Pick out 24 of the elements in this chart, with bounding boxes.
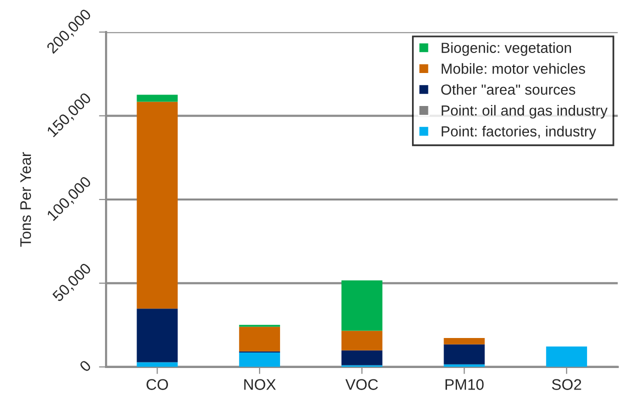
y-axis-title: Tons Per Year <box>20 152 32 247</box>
y-tick-label: 0 <box>78 360 92 372</box>
x-tick-label: PM10 <box>446 379 484 390</box>
legend-label: Other "area" sources <box>441 84 576 95</box>
bar <box>136 362 178 367</box>
bar <box>444 338 485 344</box>
x-tick-label: CO <box>146 379 168 390</box>
bar <box>239 352 280 367</box>
x-tick-label: SO2 <box>552 379 582 390</box>
legend-label: Biogenic: vegetation <box>442 42 571 56</box>
x-tick-label: NOX <box>244 379 276 390</box>
legend-label: Point: oil and gas industry <box>442 104 608 119</box>
bar <box>136 102 178 309</box>
bar <box>136 308 178 362</box>
legend-label: Mobile: motor vehicles <box>442 63 586 74</box>
bar <box>341 350 382 366</box>
legend-label: Point: factories, industry <box>442 126 596 140</box>
bar <box>444 344 485 364</box>
x-tick-label: VOC <box>345 379 378 390</box>
bar <box>136 94 178 102</box>
bar <box>546 346 588 367</box>
bar <box>341 330 382 350</box>
bar <box>341 280 382 331</box>
bar <box>239 326 280 352</box>
